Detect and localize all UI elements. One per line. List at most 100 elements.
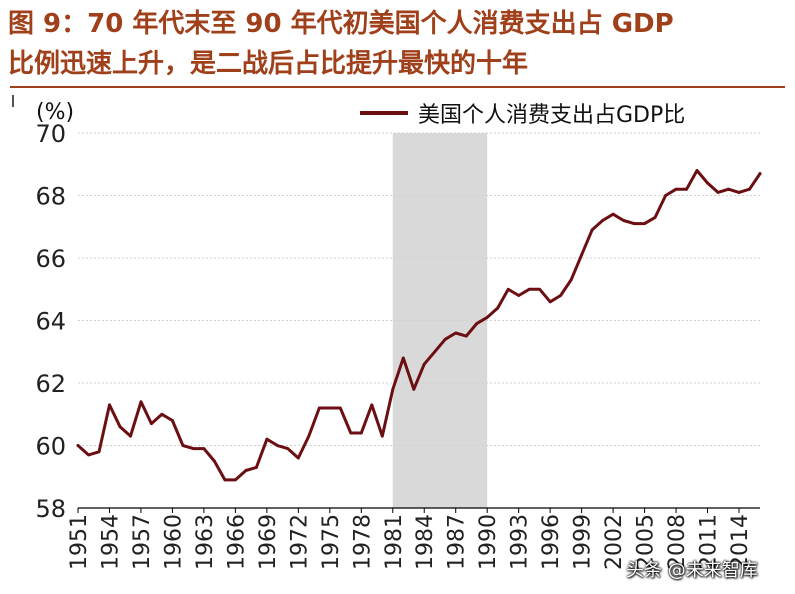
data-point bbox=[97, 450, 101, 454]
data-point bbox=[653, 216, 657, 219]
x-tick-label: 1984 bbox=[413, 514, 438, 570]
data-point bbox=[538, 287, 542, 291]
x-tick-label: 1975 bbox=[319, 514, 344, 570]
data-point bbox=[422, 362, 426, 366]
x-tick-label: 2011 bbox=[697, 514, 722, 570]
x-tick-label: 1969 bbox=[256, 514, 281, 570]
data-point bbox=[664, 194, 667, 197]
x-tick-label: 1996 bbox=[539, 514, 564, 570]
y-tick-label: 64 bbox=[35, 308, 66, 336]
data-point bbox=[506, 287, 510, 291]
figure-title: 图 9：70 年代末至 90 年代初美国个人消费支出占 GDP 比例迅速上升，是… bbox=[8, 4, 788, 84]
data-point bbox=[527, 287, 531, 291]
data-point bbox=[391, 387, 395, 391]
y-tick-label: 68 bbox=[35, 183, 66, 211]
data-point bbox=[296, 456, 300, 460]
x-tick-label: 1966 bbox=[224, 514, 249, 570]
x-tick-label: 1999 bbox=[571, 514, 596, 570]
figure-title-line-2: 比例迅速上升，是二战后占比提升最快的十年 bbox=[8, 49, 529, 79]
figure-title-line-1: 图 9：70 年代末至 90 年代初美国个人消费支出占 GDP bbox=[8, 9, 674, 39]
y-tick-label: 66 bbox=[35, 245, 66, 273]
data-point bbox=[632, 222, 636, 226]
data-point bbox=[475, 322, 479, 325]
x-tick-label: 1990 bbox=[476, 514, 501, 570]
data-point bbox=[307, 434, 311, 438]
data-point bbox=[202, 447, 206, 450]
x-tick-label: 1993 bbox=[508, 514, 533, 570]
title-divider bbox=[10, 86, 785, 88]
data-point bbox=[496, 306, 500, 310]
data-point bbox=[139, 400, 143, 404]
data-point bbox=[601, 219, 604, 222]
x-tick-label: 2008 bbox=[665, 514, 690, 570]
data-point bbox=[590, 228, 594, 232]
data-point bbox=[695, 169, 699, 172]
data-point bbox=[727, 187, 730, 191]
data-point bbox=[674, 187, 678, 191]
chart-legend: 美国个人消费支出占GDP比 bbox=[360, 97, 685, 129]
y-tick-label: 58 bbox=[35, 495, 66, 523]
data-point bbox=[380, 434, 384, 438]
x-tick-label: 1960 bbox=[161, 514, 186, 570]
y-tick-label: 70 bbox=[35, 120, 66, 148]
data-point bbox=[548, 300, 552, 304]
data-point bbox=[737, 191, 741, 194]
watermark: 头条 @未来智库 bbox=[626, 560, 758, 581]
data-point bbox=[412, 387, 416, 391]
x-tick-label: 1987 bbox=[445, 514, 470, 570]
legend-swatch bbox=[360, 111, 408, 115]
data-point bbox=[265, 437, 269, 441]
y-tick-label: 62 bbox=[35, 370, 66, 398]
data-point bbox=[370, 403, 374, 407]
data-point bbox=[349, 431, 353, 435]
x-tick-label: 2005 bbox=[634, 514, 659, 570]
data-point bbox=[443, 337, 447, 341]
data-point bbox=[181, 444, 185, 447]
data-point bbox=[517, 294, 521, 297]
y-axis-unit-label: (%) bbox=[36, 100, 75, 125]
data-point bbox=[234, 478, 237, 482]
data-point bbox=[108, 403, 111, 407]
data-point bbox=[401, 356, 405, 360]
data-point bbox=[129, 434, 132, 438]
x-tick-label: 1957 bbox=[130, 514, 155, 570]
data-point bbox=[338, 406, 342, 410]
frame-tick-mark bbox=[12, 95, 14, 107]
x-tick-label: 1981 bbox=[382, 514, 407, 570]
data-point bbox=[433, 350, 437, 354]
data-point bbox=[276, 444, 279, 447]
x-tick-label: 1951 bbox=[67, 514, 92, 570]
data-point bbox=[192, 447, 195, 450]
x-tick-label: 2002 bbox=[602, 514, 627, 570]
data-point bbox=[643, 222, 646, 226]
data-point bbox=[317, 406, 321, 410]
data-point bbox=[118, 425, 122, 429]
data-point bbox=[685, 187, 688, 191]
data-point bbox=[359, 431, 363, 435]
x-tick-label: 2014 bbox=[728, 514, 753, 570]
x-tick-label: 1978 bbox=[350, 514, 375, 570]
x-tick-label: 1963 bbox=[193, 514, 218, 570]
legend-label: 美国个人消费支出占GDP比 bbox=[418, 103, 686, 128]
x-tick-label: 1954 bbox=[98, 514, 123, 570]
data-point bbox=[622, 219, 625, 222]
series-line bbox=[76, 169, 762, 482]
data-point bbox=[87, 453, 90, 457]
data-point bbox=[160, 412, 164, 416]
x-tick-label: 1972 bbox=[287, 514, 312, 570]
data-point bbox=[611, 212, 615, 216]
data-point bbox=[244, 469, 248, 472]
data-point bbox=[255, 466, 258, 469]
data-point bbox=[286, 447, 290, 450]
data-point bbox=[748, 187, 751, 191]
data-point bbox=[464, 334, 468, 338]
data-point bbox=[171, 419, 174, 422]
y-tick-label: 60 bbox=[35, 433, 66, 461]
data-point bbox=[485, 316, 489, 319]
data-point bbox=[580, 253, 583, 257]
data-point bbox=[454, 331, 458, 335]
data-point bbox=[706, 181, 709, 185]
data-point bbox=[328, 406, 332, 410]
data-point bbox=[213, 459, 216, 463]
